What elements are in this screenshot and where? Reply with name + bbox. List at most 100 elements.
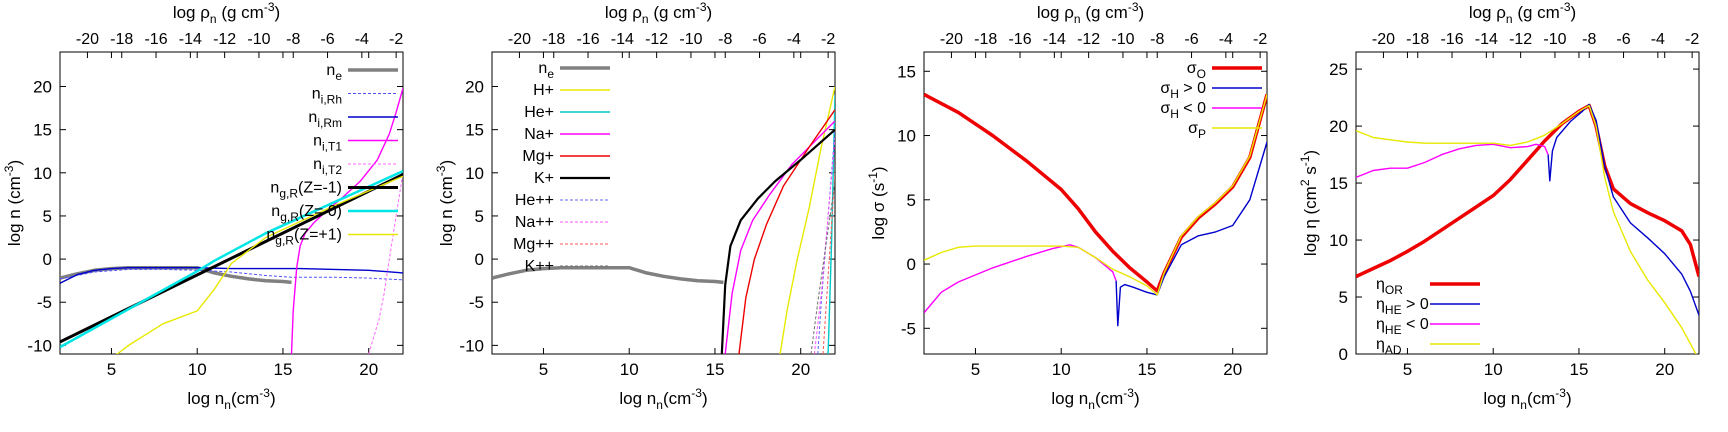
series-group [492, 86, 835, 354]
top-tick-label: -16 [1440, 31, 1463, 48]
legend-label: K++ [525, 258, 554, 275]
top-tick-label: -20 [76, 31, 99, 48]
series-line-3 [924, 244, 1117, 314]
y-tick-label: 15 [465, 121, 484, 140]
top-axis-label: log ρn (g cm-3) [173, 0, 280, 26]
series-line-9 [822, 172, 835, 354]
y-tick-label: 5 [43, 207, 52, 226]
y-tick-label: 20 [465, 78, 484, 97]
x-tick-label: 20 [1655, 360, 1674, 379]
legend-label: σP [1188, 120, 1206, 141]
legend-label: σH < 0 [1160, 100, 1206, 121]
x-tick-label: 10 [188, 360, 207, 379]
y-tick-label: 15 [33, 121, 52, 140]
x-tick-label: 5 [107, 360, 116, 379]
x-axis-label: log nn(cm-3) [187, 386, 275, 412]
series-line-4 [1356, 104, 1697, 354]
plot-frame [491, 51, 836, 355]
legend-label: Mg+ [522, 148, 554, 165]
legend-label: He++ [515, 192, 554, 209]
y-axis-label: log n (cm-3) [2, 160, 24, 246]
legend-label: ni,T1 [313, 133, 342, 154]
y-tick-label: -5 [469, 293, 484, 312]
series-line-1 [492, 265, 724, 285]
legend-label: ne [326, 62, 342, 83]
series-line-2 [779, 86, 835, 354]
legend-label: ηHE > 0 [1376, 296, 1429, 317]
top-tick-label: -6 [320, 31, 334, 48]
top-tick-label: -8 [1150, 31, 1164, 48]
y-tick-label: 0 [1339, 345, 1348, 364]
chart-panel-1: 5 10 15 20 -10 -5 0 5 10 15 20 -20 -18 -16 -14 -12 -10 -8… [2, 0, 404, 412]
top-tick-label: -8 [1582, 31, 1596, 48]
y-tick-label: 10 [33, 164, 52, 183]
top-tick-label: -16 [576, 31, 599, 48]
x-tick-label: 15 [1569, 360, 1588, 379]
y-tick-label: -5 [901, 319, 916, 338]
x-tick-label: 15 [1137, 360, 1156, 379]
plot-frame [1355, 51, 1700, 355]
y-tick-label: 15 [897, 62, 916, 81]
y-tick-label: 15 [1329, 174, 1348, 193]
series-line-6 [60, 173, 403, 344]
x-tick-label: 15 [273, 360, 292, 379]
top-tick-label: -4 [1651, 31, 1665, 48]
top-tick-label: -20 [1372, 31, 1395, 48]
top-tick-label: -10 [679, 31, 702, 48]
y-tick-label: 5 [907, 191, 916, 210]
chart-panel-4: 5 10 15 20 0 5 10 15 20 25 -20 -18 -16 -14 -12 -10 -8 -6 -… [1298, 0, 1700, 412]
legend-label: Na+ [524, 126, 554, 143]
top-tick-label: -4 [787, 31, 801, 48]
series-line-8 [116, 175, 403, 354]
top-tick-label: -20 [940, 31, 963, 48]
y-tick-label: -10 [27, 336, 52, 355]
top-tick-label: -16 [1008, 31, 1031, 48]
legend-label: He+ [524, 104, 554, 121]
top-tick-label: -2 [1685, 31, 1699, 48]
legend-label: σH > 0 [1160, 80, 1206, 101]
x-tick-label: 20 [359, 360, 378, 379]
y-axis-label: log n (cm-3) [434, 160, 456, 246]
top-axis-label: log ρn (g cm-3) [605, 0, 712, 26]
legend-label: ng,R(Z=+1) [266, 227, 342, 248]
y-tick-label: 10 [897, 127, 916, 146]
top-tick-label: -8 [718, 31, 732, 48]
legend-label: H+ [533, 82, 554, 99]
plot-frame [59, 51, 404, 355]
top-tick-label: -16 [144, 31, 167, 48]
top-axis-label: log ρn (g cm-3) [1037, 0, 1144, 26]
y-tick-label: 25 [1329, 60, 1348, 79]
legend-label: σO [1187, 60, 1206, 81]
top-tick-label: -18 [542, 31, 565, 48]
x-tick-label: 5 [539, 360, 548, 379]
legend-label: ng,R(Z=-1) [270, 180, 342, 201]
y-tick-label: 5 [475, 207, 484, 226]
legend-label: K+ [534, 170, 554, 187]
top-tick-label: -14 [179, 31, 202, 48]
series-line-2 [60, 268, 403, 281]
x-tick-label: 5 [1403, 360, 1412, 379]
top-tick-label: -14 [611, 31, 634, 48]
legend-label: Mg++ [513, 236, 554, 253]
series-line-2 [1547, 103, 1699, 316]
chart-panel-2: 5 10 15 20 -10 -5 0 5 10 15 20 -20 -18 -16 -14 -12 -10 -8… [434, 0, 836, 412]
series-group [1356, 103, 1699, 354]
series-group [60, 88, 403, 354]
top-tick-label: -14 [1475, 31, 1498, 48]
x-axis-label: log nn(cm-3) [1483, 386, 1571, 412]
chart-panel-3: 5 10 15 20 -5 0 5 10 15 -20 -18 -16 -14 -12 -10 -8 -6 -4 -… [866, 0, 1268, 412]
y-axis-label: log σ (s-1) [866, 166, 888, 239]
top-tick-label: -14 [1043, 31, 1066, 48]
y-tick-label: 0 [907, 255, 916, 274]
y-tick-label: 5 [1339, 288, 1348, 307]
top-tick-label: -18 [974, 31, 997, 48]
x-tick-label: 5 [971, 360, 980, 379]
series-line-3 [1356, 143, 1549, 179]
series-line-7 [60, 169, 403, 349]
top-tick-label: -10 [1543, 31, 1566, 48]
top-tick-label: -2 [1253, 31, 1267, 48]
top-tick-label: -10 [247, 31, 270, 48]
top-tick-label: -4 [355, 31, 369, 48]
y-axis-label: log η (cm2 s-1) [1298, 150, 1320, 256]
plot-frame [923, 51, 1268, 355]
